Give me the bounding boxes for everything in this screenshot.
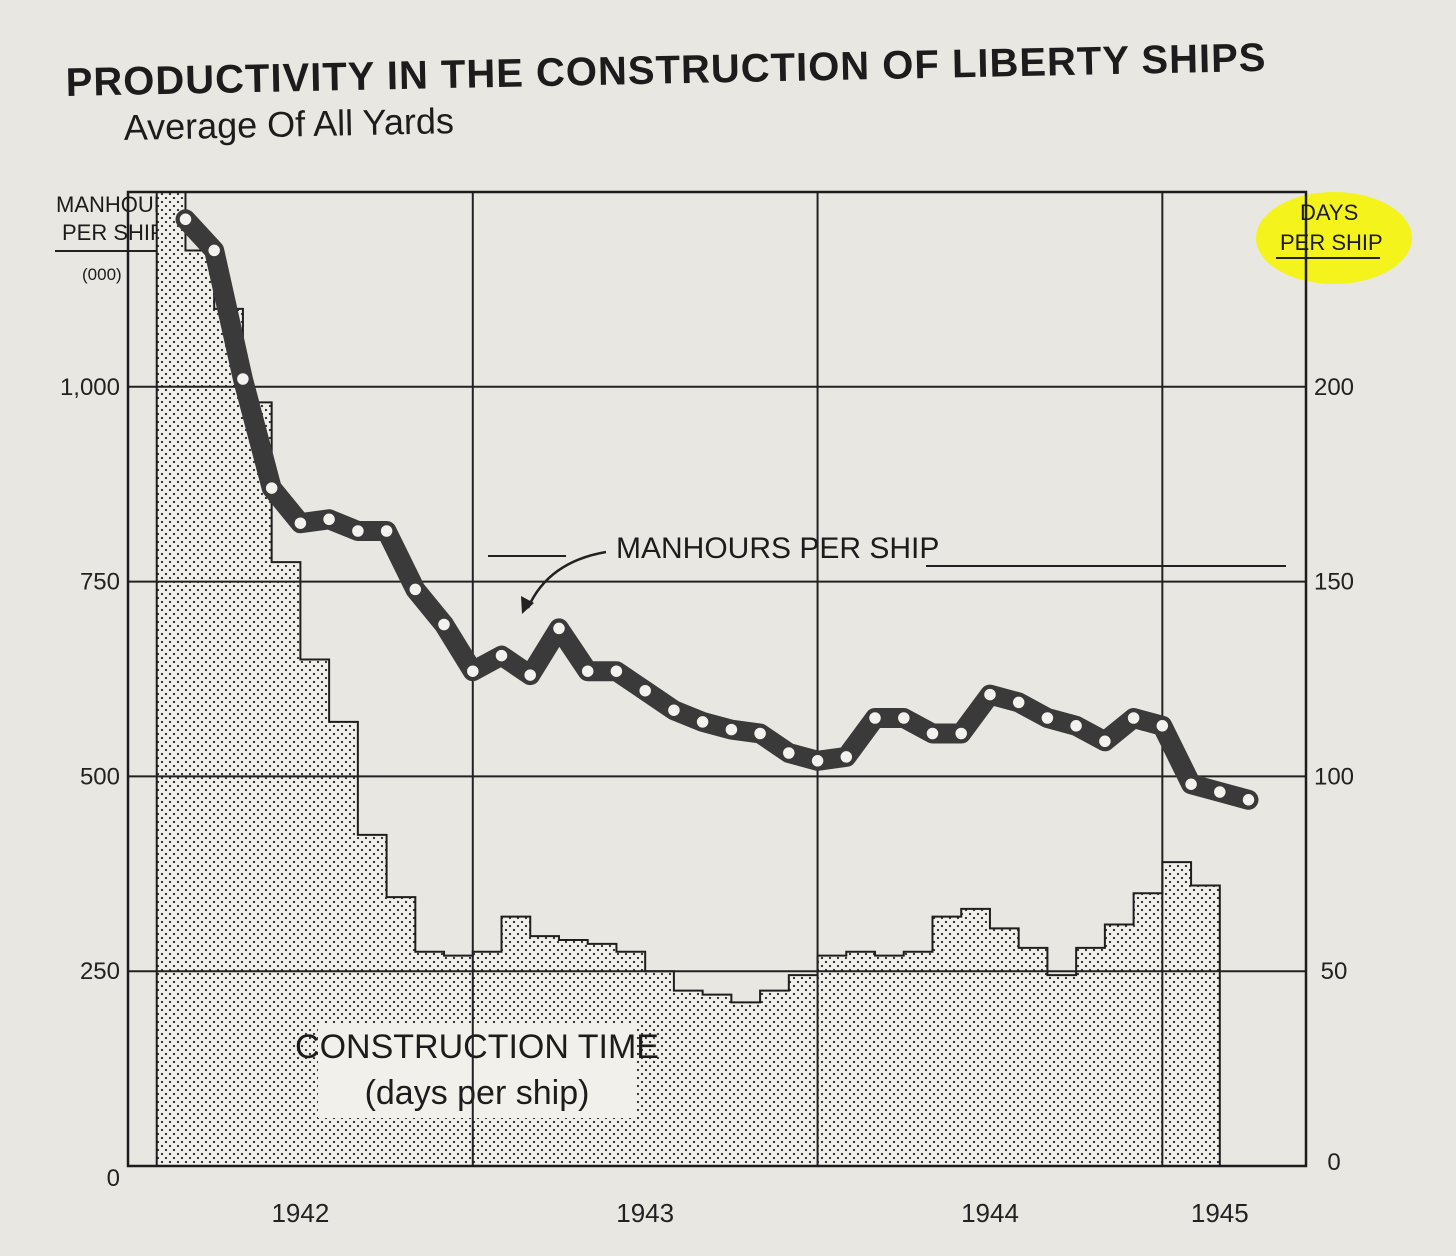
- left-axis-unit: (000): [82, 265, 122, 284]
- year-label: 1944: [961, 1198, 1019, 1228]
- manhours-point: [379, 523, 394, 539]
- construction-time-label-box: [318, 1024, 636, 1118]
- manhours-point: [695, 714, 710, 730]
- right-tick-label: 100: [1314, 763, 1354, 790]
- construction-time-area: [155, 191, 1221, 1167]
- tick-labels: 0 250 500 750 1,000 0 50 100 150 200 1942 1943 1944 1…: [60, 374, 1354, 1228]
- manhours-point: [436, 617, 452, 632]
- manhours-point: [609, 663, 624, 679]
- manhours-point: [1241, 792, 1256, 808]
- manhours-point: [896, 710, 912, 726]
- manhours-point: [522, 667, 538, 683]
- manhours-line: [175, 209, 1259, 810]
- manhours-point: [925, 726, 940, 741]
- manhours-point: [408, 582, 423, 597]
- right-tick-label: 50: [1321, 958, 1348, 985]
- manhours-point: [752, 726, 768, 741]
- left-tick-label: 0: [107, 1165, 120, 1192]
- manhours-point: [1040, 710, 1055, 726]
- manhours-point: [982, 687, 998, 702]
- manhours-point: [781, 745, 797, 761]
- manhours-point: [580, 663, 595, 679]
- manhours-point: [1097, 734, 1113, 749]
- construction-time-steps: [155, 191, 1221, 1167]
- year-label: 1945: [1191, 1198, 1249, 1228]
- right-axis-label-line2: PER SHIP: [1280, 230, 1383, 255]
- manhours-point: [321, 512, 337, 527]
- chart-title: PRODUCTIVITY IN THE CONSTRUCTION OF LIBE…: [65, 36, 1267, 105]
- manhours-point: [235, 371, 251, 387]
- left-axis-label-line2: PER SHIP: [62, 220, 165, 245]
- right-tick-label: 0: [1327, 1149, 1340, 1176]
- manhours-point: [724, 722, 739, 737]
- manhours-point: [206, 243, 222, 258]
- construction-time-sublabel: (days per ship): [365, 1074, 590, 1112]
- manhours-point: [178, 212, 193, 227]
- annotation-label: MANHOURS PER SHIP: [616, 532, 939, 565]
- manhours-point: [666, 702, 682, 718]
- year-label: 1942: [271, 1198, 329, 1228]
- right-tick-label: 150: [1314, 569, 1354, 596]
- manhours-point: [293, 515, 308, 531]
- left-tick-label: 1,000: [60, 374, 120, 401]
- grid: [126, 190, 1308, 1168]
- plot-frame: [126, 190, 1308, 1168]
- left-tick-label: 250: [80, 958, 120, 985]
- manhours-point: [1068, 718, 1084, 734]
- manhours-point: [494, 648, 509, 663]
- manhours-point: [1183, 776, 1199, 792]
- manhours-point: [264, 480, 279, 496]
- construction-time-label: CONSTRUCTION TIME: [295, 1028, 659, 1066]
- manhours-point: [810, 753, 825, 769]
- manhours-point: [637, 683, 653, 698]
- manhours-point: [551, 621, 567, 636]
- manhours-point: [1126, 710, 1141, 726]
- left-tick-label: 750: [80, 569, 120, 596]
- manhours-point: [1212, 784, 1228, 800]
- manhours-point: [465, 663, 481, 679]
- left-tick-label: 500: [80, 763, 120, 790]
- right-axis-label-line1: DAYS: [1300, 200, 1358, 225]
- manhours-point: [1155, 718, 1170, 734]
- manhours-point: [350, 523, 366, 539]
- manhours-point: [839, 749, 854, 765]
- manhours-series: [175, 209, 1259, 810]
- year-label: 1943: [616, 1198, 674, 1228]
- manhours-point: [867, 710, 883, 726]
- right-tick-label: 200: [1314, 374, 1354, 401]
- annotation-group: MANHOURS PER SHIP: [488, 532, 1286, 614]
- manhours-point: [953, 726, 969, 741]
- annotation-arrow-shaft: [526, 550, 607, 609]
- manhours-point: [1011, 695, 1026, 710]
- annotation-arrow-head: [521, 596, 534, 614]
- right-axis-highlight: [1256, 192, 1412, 284]
- chart-subtitle: Average Of All Yards: [123, 100, 454, 148]
